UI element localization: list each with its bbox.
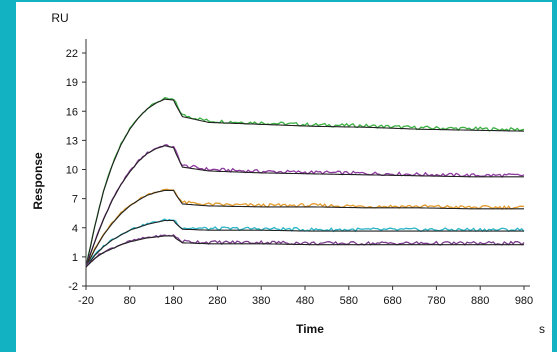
x-unit-label: s (539, 322, 545, 336)
x-tick-label: 580 (340, 295, 358, 307)
x-axis-title: Time (296, 322, 324, 336)
y-tick-label: 7 (72, 194, 78, 206)
y-tick-label: 19 (66, 77, 78, 89)
sensorgram-chart: -2 1 4 7 10 13 16 19 22 -20 80 180 280 380 480 580 680 78… (16, 2, 552, 352)
chart-panel: -2 1 4 7 10 13 16 19 22 -20 80 180 280 380 480 580 680 78… (16, 2, 552, 352)
y-tick-label: 10 (66, 165, 78, 177)
x-tick-label: -20 (78, 295, 94, 307)
y-tick-label: 13 (66, 135, 78, 147)
y-tick-label: 16 (66, 106, 78, 118)
x-tick-label: 480 (296, 295, 314, 307)
y-axis-title: Response (31, 152, 45, 210)
y-tick-label: -2 (68, 281, 78, 293)
x-tick-label: 280 (208, 295, 226, 307)
series-5-trace (86, 235, 524, 267)
x-tick-label: 180 (164, 295, 182, 307)
y-unit-label: RU (51, 11, 68, 25)
x-tick-label: 780 (427, 295, 445, 307)
x-tick-label: 80 (124, 295, 136, 307)
y-tick-label: 4 (72, 223, 78, 235)
series-layer (86, 98, 524, 268)
y-tick-label: 22 (66, 48, 78, 60)
y-tick-label: 1 (72, 252, 78, 264)
series-5-fit-line (86, 236, 524, 267)
x-tick-label: 380 (252, 295, 270, 307)
x-tick-label: 980 (515, 295, 533, 307)
x-tick-label: 680 (383, 295, 401, 307)
axes: -2 1 4 7 10 13 16 19 22 -20 80 180 280 380 480 580 680 78… (66, 39, 533, 307)
series-4-fit-line (86, 221, 524, 268)
x-tick-label: 880 (471, 295, 489, 307)
